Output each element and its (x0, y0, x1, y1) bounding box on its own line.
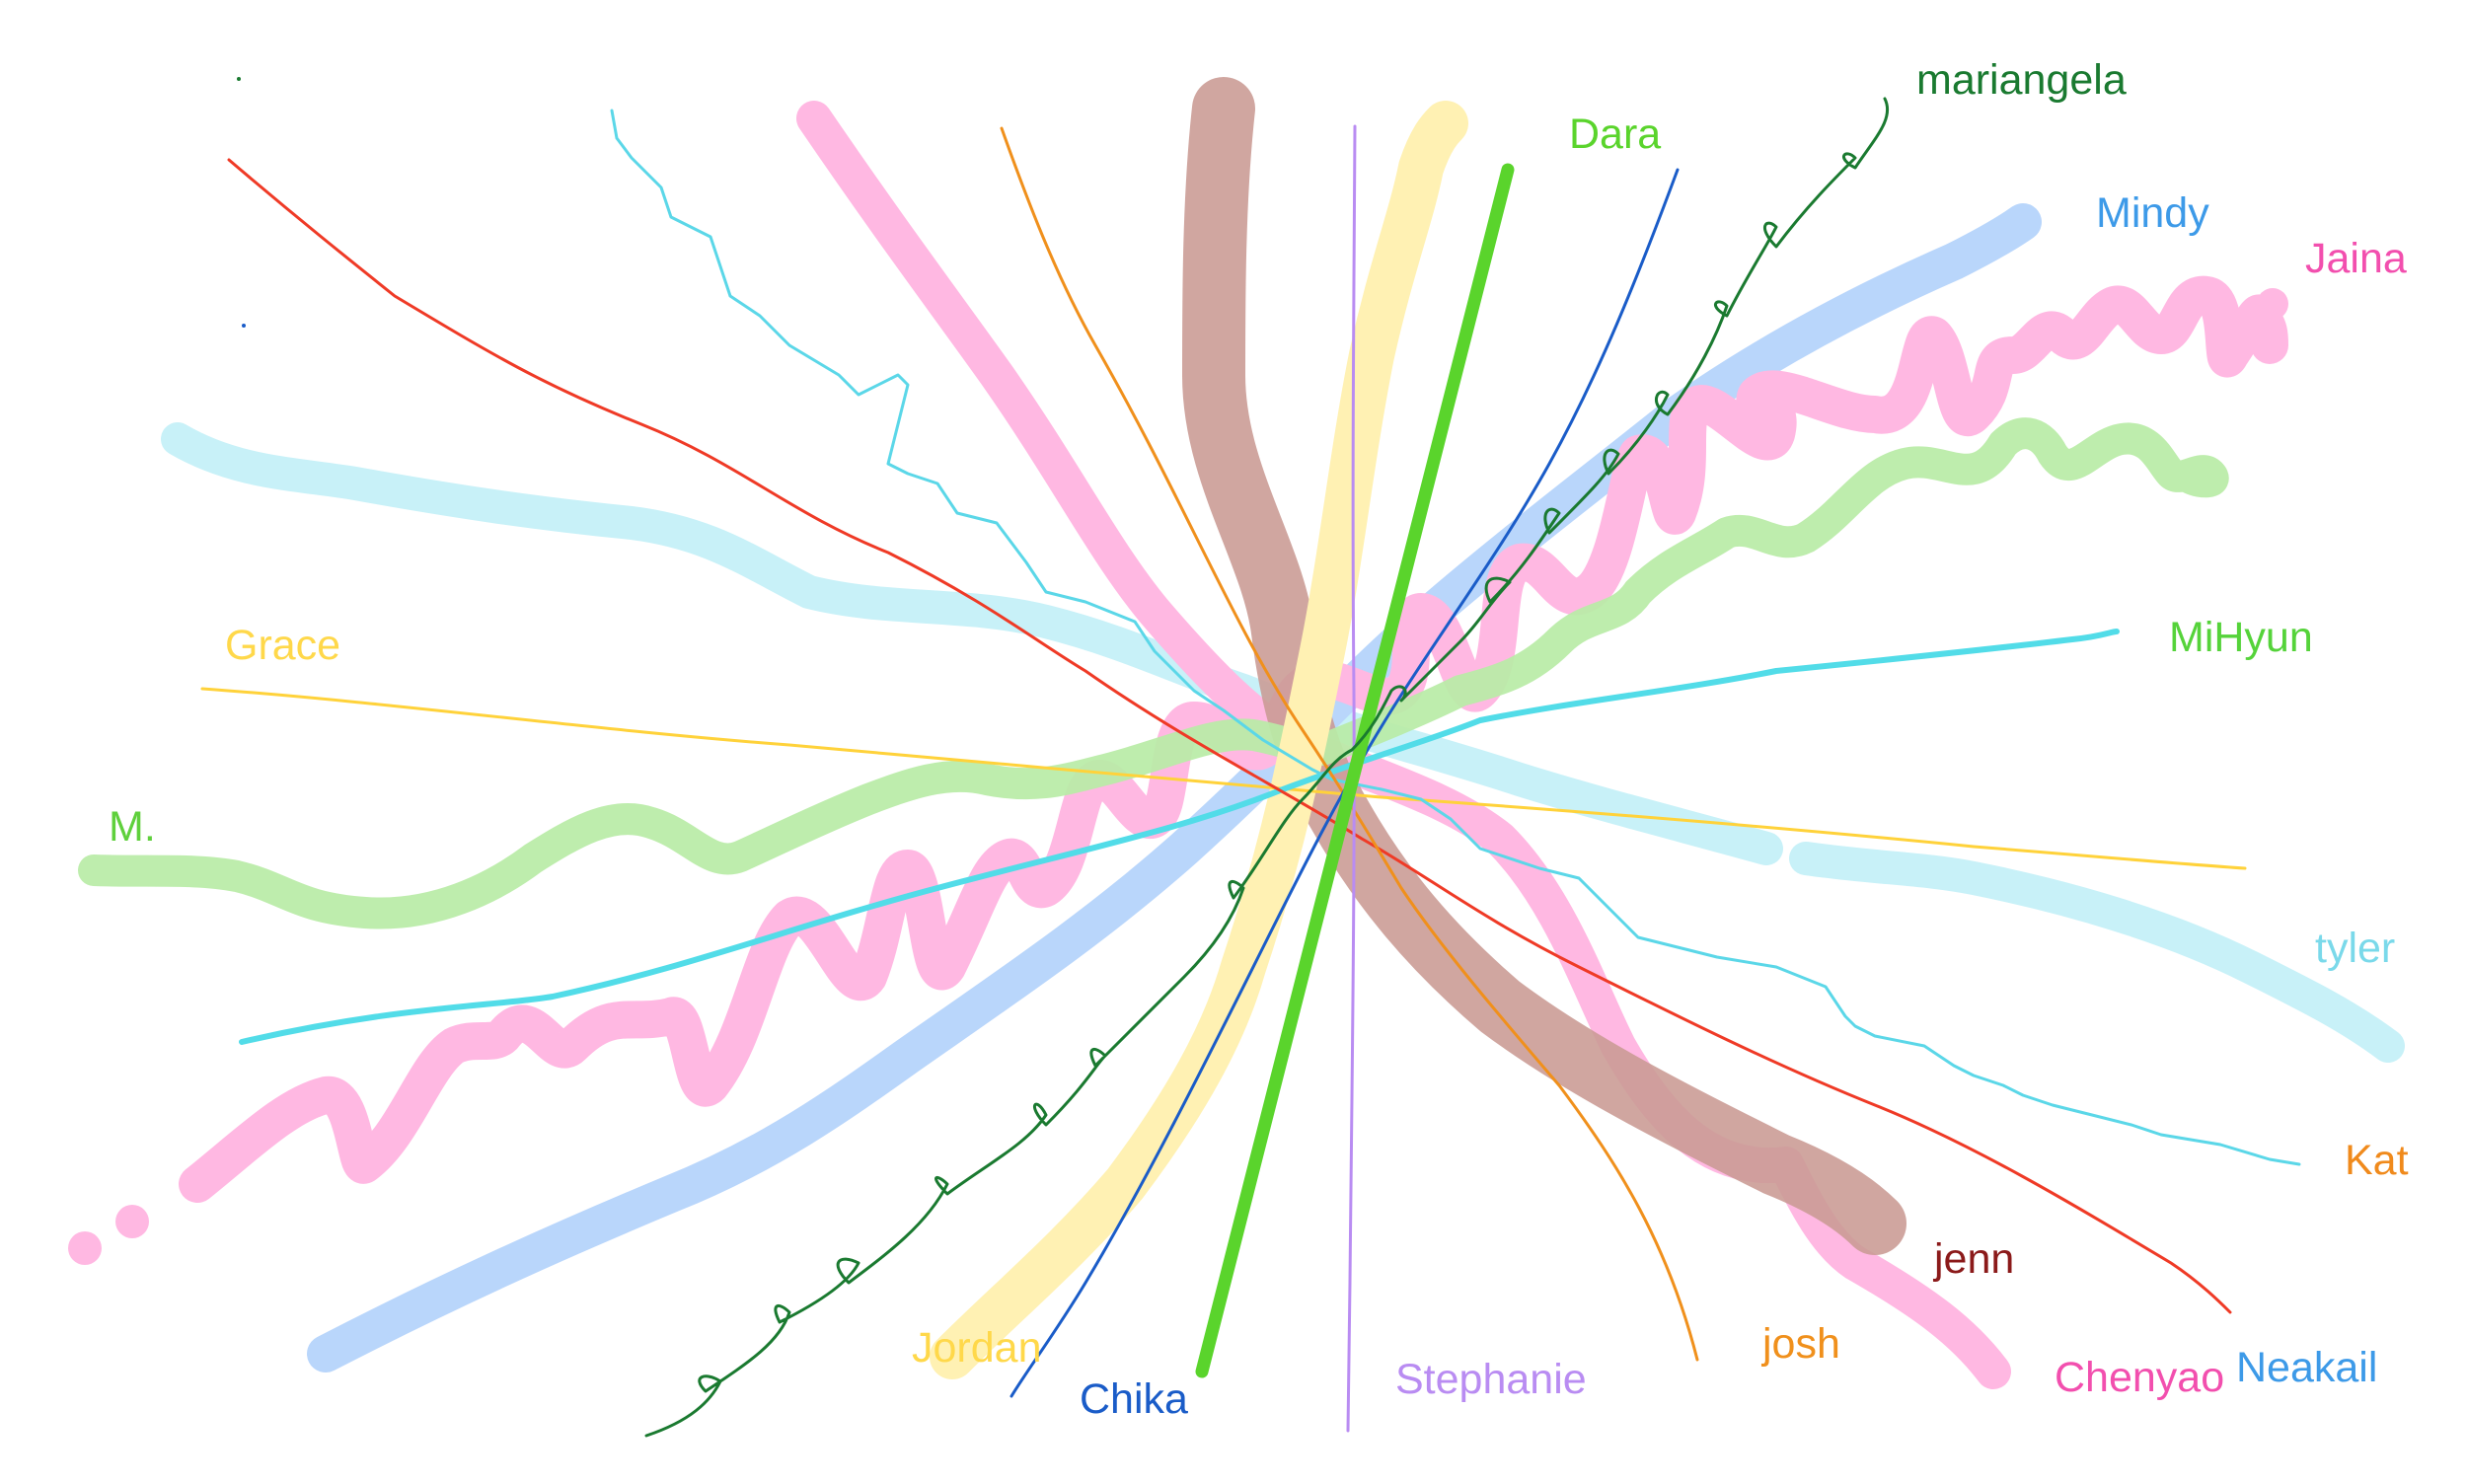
stroke-tyler (161, 422, 2405, 1063)
stroke-mariangela (644, 97, 1890, 1438)
label-dara: Dara (1569, 111, 1661, 158)
label-chenyao: Chenyao (2055, 1354, 2224, 1401)
stroke-josh (1000, 126, 1699, 1362)
jaina-dot (115, 1205, 149, 1238)
label-tyler: tyler (2315, 925, 2395, 972)
label-mariangela: mariangela (1916, 56, 2127, 104)
label-mihyun: MiHyun (2169, 614, 2313, 661)
label-chika: Chika (1080, 1375, 1188, 1423)
label-jordan: Jordan (912, 1324, 1041, 1372)
label-jenn: jenn (1932, 1235, 2014, 1283)
stroke-m (78, 417, 2229, 929)
jaina-dot (68, 1231, 102, 1265)
label-jaina: Jaina (2305, 235, 2407, 282)
stroke-jordan (930, 101, 1468, 1379)
label-neakail: Neakail (2236, 1344, 2377, 1391)
label-stephanie: Stephanie (1395, 1356, 1587, 1403)
stroke-dara (1195, 163, 1515, 1378)
stroke-jaina (179, 275, 2288, 1203)
label-josh: josh (1760, 1320, 1840, 1368)
label-kat: Kat (2345, 1137, 2409, 1184)
speck (237, 77, 241, 81)
label-grace: Grace (225, 622, 340, 669)
stroke-chenyao (796, 101, 2011, 1389)
label-mindy: Mindy (2096, 189, 2209, 237)
stroke-kat (227, 158, 2232, 1314)
stroke-mihyun (239, 629, 2120, 1045)
stroke-mindy (307, 203, 2042, 1373)
stroke-jenn (1182, 77, 1906, 1255)
jaina-dot (2257, 288, 2288, 320)
speck (242, 324, 246, 328)
label-m: M. (109, 803, 156, 851)
stroke-stephanie (1346, 124, 1357, 1433)
